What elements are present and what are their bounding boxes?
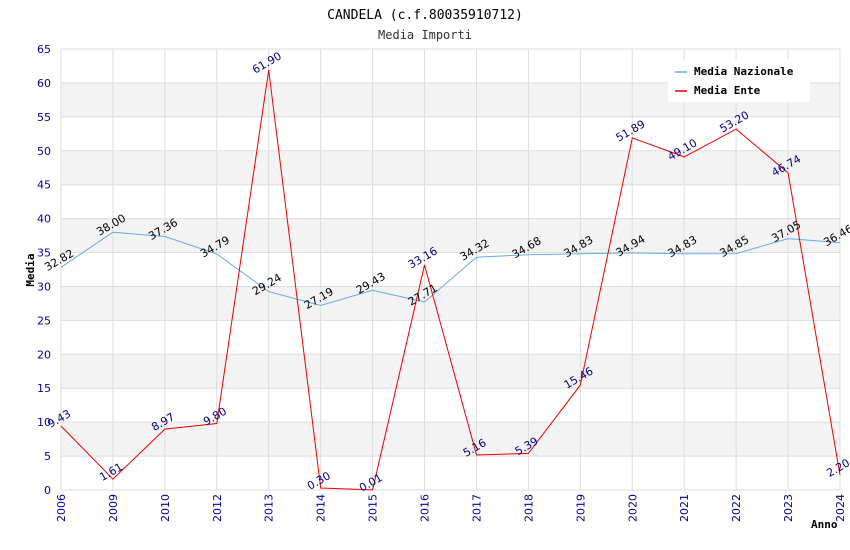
y-tick-label: 55: [37, 111, 51, 124]
x-tick-label-2006: 2006: [55, 494, 68, 522]
x-tick-label-2021: 2021: [678, 494, 691, 522]
x-tick-label-2022: 2022: [730, 494, 743, 522]
x-tick-label-2014: 2014: [315, 494, 328, 522]
legend-box: [668, 60, 810, 102]
plot-bands: [61, 82, 840, 457]
data-label-media-ente: 61.90: [250, 49, 284, 76]
x-tick-label-2020: 2020: [626, 494, 639, 522]
y-tick-label: 10: [37, 416, 51, 429]
y-tick-label: 5: [44, 450, 51, 463]
data-label-media-ente: 1.61: [97, 460, 125, 484]
legend: Media Nazionale Media Ente: [668, 60, 810, 102]
x-tick-label-2012: 2012: [211, 494, 224, 522]
y-tick-label: 20: [37, 348, 51, 361]
legend-label-media-nazionale: Media Nazionale: [694, 65, 794, 78]
x-tick-label-2010: 2010: [159, 494, 172, 522]
series-lines: [60, 69, 841, 491]
series-line-media-ente: [60, 69, 841, 491]
grid-band: [61, 286, 840, 321]
x-axis-label: Anno: [811, 518, 838, 531]
data-label-media-ente: 51.89: [614, 117, 648, 144]
x-tick-label-2019: 2019: [574, 494, 587, 522]
y-tick-label: 40: [37, 213, 51, 226]
chart-title: CANDELA (c.f.80035910712): [327, 8, 523, 23]
data-label-media-ente: 0.30: [305, 469, 333, 493]
grid-band: [61, 218, 840, 253]
x-tick-label-2013: 2013: [263, 494, 276, 522]
x-tick-label-2023: 2023: [782, 494, 795, 522]
y-axis-ticks: 0 5 10 15 20 25 30 35 40 45 50 55 60 65: [37, 43, 51, 497]
legend-label-media-ente: Media Ente: [694, 84, 761, 97]
y-tick-label: 45: [37, 179, 51, 192]
y-tick-label: 60: [37, 77, 51, 90]
y-tick-label: 25: [37, 314, 51, 327]
series-line-media-nazionale: [60, 231, 841, 307]
x-tick-label-2024: 2024: [834, 494, 847, 522]
y-tick-label: 50: [37, 145, 51, 158]
y-tick-label: 15: [37, 382, 51, 395]
y-tick-label: 65: [37, 43, 51, 56]
x-tick-label-2015: 2015: [367, 494, 380, 522]
x-tick-label-2017: 2017: [470, 494, 483, 522]
grid-band: [61, 422, 840, 457]
data-label-media-ente: 0.01: [357, 471, 385, 495]
x-axis-ticks: 2006 2009 2010 2012 2013 2014 2015 2016 2017 2018…: [55, 494, 847, 522]
y-tick-label: 0: [44, 484, 51, 497]
x-tick-label-2018: 2018: [522, 494, 535, 522]
y-axis-label: Media: [24, 253, 37, 286]
x-tick-label-2009: 2009: [107, 494, 120, 522]
x-tick-label-2016: 2016: [419, 494, 432, 522]
grid-band: [61, 150, 840, 185]
chart-subtitle: Media Importi: [378, 28, 472, 42]
grid-lines: [60, 48, 841, 491]
y-tick-label: 35: [37, 247, 51, 260]
y-tick-label: 30: [37, 280, 51, 293]
